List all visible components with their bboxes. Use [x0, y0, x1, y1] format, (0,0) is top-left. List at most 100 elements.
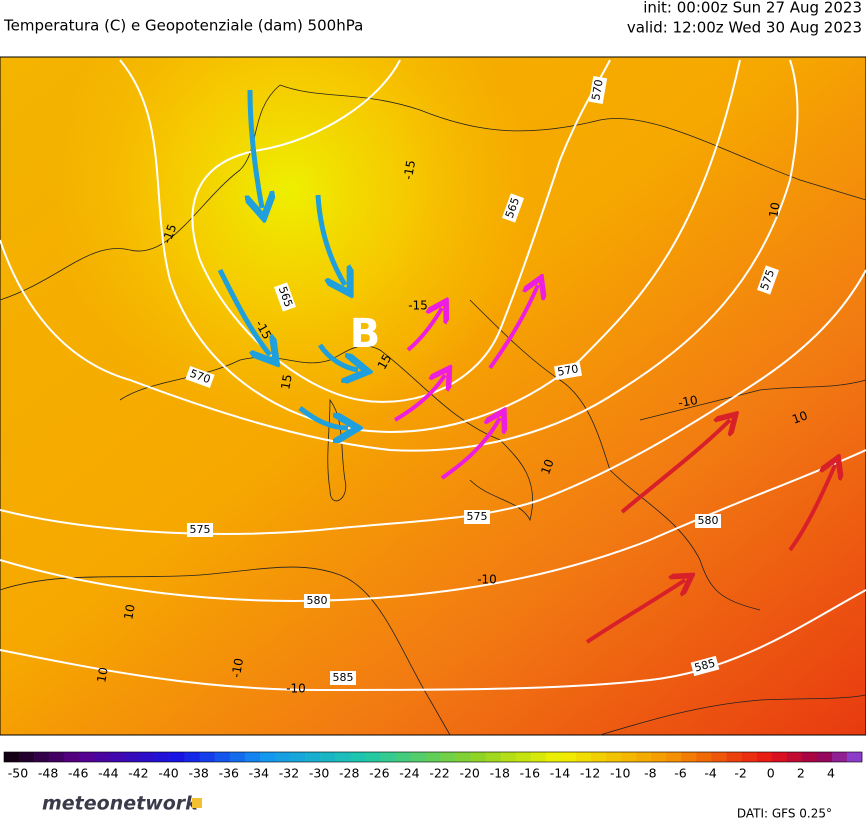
height-label: 585 [690, 655, 720, 677]
height-label-box [187, 523, 213, 537]
colorbar-label: -50 [8, 766, 28, 781]
colorbar-swatch [365, 752, 381, 762]
temperature-label: -10 [286, 682, 306, 696]
colorbar-label: -2 [734, 766, 746, 781]
temperature-label: 10 [121, 603, 137, 620]
colorbar-swatch [305, 752, 321, 762]
height-label: 575 [464, 510, 490, 524]
colorbar-label: -38 [188, 766, 208, 781]
temperature-label: -15 [401, 159, 418, 181]
colorbar-label: 2 [797, 766, 805, 781]
colorbar-label: -24 [399, 766, 419, 781]
colorbar-swatch [214, 752, 231, 762]
colorbar-swatch [816, 752, 833, 762]
colorbar-label: -16 [520, 766, 540, 781]
colorbar-label: 4 [827, 766, 835, 781]
colorbar-frame [3, 751, 863, 763]
height-label: 565 [501, 193, 525, 223]
colorbar-swatch [545, 752, 562, 762]
height-label-text: 575 [467, 510, 488, 523]
init-time: init: 00:00z Sun 27 Aug 2023 [643, 0, 862, 17]
height-label-text: 570 [589, 78, 605, 101]
colorbar-swatch [470, 752, 486, 762]
colorbar-swatch [139, 752, 155, 762]
colorbar-swatch [831, 752, 848, 762]
colorbar-swatch [591, 752, 607, 762]
colorbar-swatch [184, 752, 200, 762]
colorbar-swatch [846, 752, 863, 762]
colorbar-swatch [350, 752, 366, 762]
colorbar-label: -48 [38, 766, 58, 781]
height-label: 570 [185, 365, 215, 389]
temperature-label: -15 [160, 222, 180, 245]
temperature-label: 10 [538, 457, 556, 476]
height-label-text: 585 [333, 671, 354, 684]
colorbar-label: -12 [580, 766, 600, 781]
height-label-text: 570 [556, 362, 579, 378]
colorbar-swatch [274, 752, 291, 762]
colorbar-swatch [606, 752, 622, 762]
colorbar-swatch [320, 752, 336, 762]
colorbar-label: 0 [767, 766, 775, 781]
colorbar-swatch [154, 752, 170, 762]
height-label-box [501, 193, 525, 223]
colorbar-label: -8 [644, 766, 657, 781]
map: B 570 565 575 565 570 570 575 575 580 580 585 585 -1… [0, 56, 866, 736]
colorbar-swatch [259, 752, 276, 762]
height-label-box [273, 282, 297, 312]
height-label-box [304, 594, 330, 608]
colorbar-swatch [485, 752, 502, 762]
colorbar-swatch [395, 752, 411, 762]
height-label-box [464, 510, 490, 524]
colorbar-swatch [666, 752, 682, 762]
colorbar-label: -26 [369, 766, 389, 781]
colorbar-swatch [560, 752, 577, 762]
colorbar-label: -14 [550, 766, 570, 781]
height-label: 585 [330, 671, 356, 685]
colorbar-label: -32 [279, 766, 299, 781]
temperature-label: -15 [408, 299, 428, 313]
colorbar-swatch [621, 752, 637, 762]
colorbar-label: -10 [610, 766, 630, 781]
colorbar-swatch [49, 752, 65, 762]
height-label: 580 [695, 514, 721, 528]
temperature-label: 10 [766, 201, 782, 218]
height-label-text: 580 [307, 594, 328, 607]
colorbar-swatch [636, 752, 652, 762]
colorbar-swatch [515, 752, 532, 762]
height-label: 570 [553, 361, 583, 381]
colorbar-swatch [4, 752, 20, 762]
colorbar-label: -44 [98, 766, 118, 781]
height-label: 575 [187, 523, 213, 537]
colorbar-swatch [169, 752, 185, 762]
colorbar-swatch [681, 752, 697, 762]
colorbar-swatch [109, 752, 125, 762]
colorbar-swatch [741, 752, 757, 762]
data-source: DATI: GFS 0.25° [737, 807, 832, 821]
colorbar-label: -18 [490, 766, 510, 781]
arrows [217, 89, 835, 644]
colorbar-swatch [425, 752, 441, 762]
colorbar-label: -22 [429, 766, 449, 781]
height-label-box [553, 361, 583, 381]
title: Temperatura (C) e Geopotenziale (dam) 50… [3, 17, 363, 35]
colorbar-swatch [786, 752, 803, 762]
colorbar-label: -4 [704, 766, 717, 781]
colorbar-swatch [64, 752, 80, 762]
colorbar-swatch [244, 752, 261, 762]
colorbar-swatch [290, 752, 306, 762]
map-frame [0, 56, 866, 736]
colorbar-swatch [530, 752, 547, 762]
colorbar-swatch [711, 752, 727, 762]
colorbar-label: -34 [249, 766, 269, 781]
colorbar-swatch [124, 752, 140, 762]
colorbar-label: -46 [68, 766, 88, 781]
colorbar-swatch [726, 752, 742, 762]
brand-square [192, 798, 202, 808]
height-label: 565 [273, 282, 297, 312]
colorbar-label: -6 [674, 766, 687, 781]
low-pressure-label: B [350, 311, 381, 357]
temperature-label: 15 [278, 373, 294, 390]
colorbar-label: -40 [158, 766, 178, 781]
